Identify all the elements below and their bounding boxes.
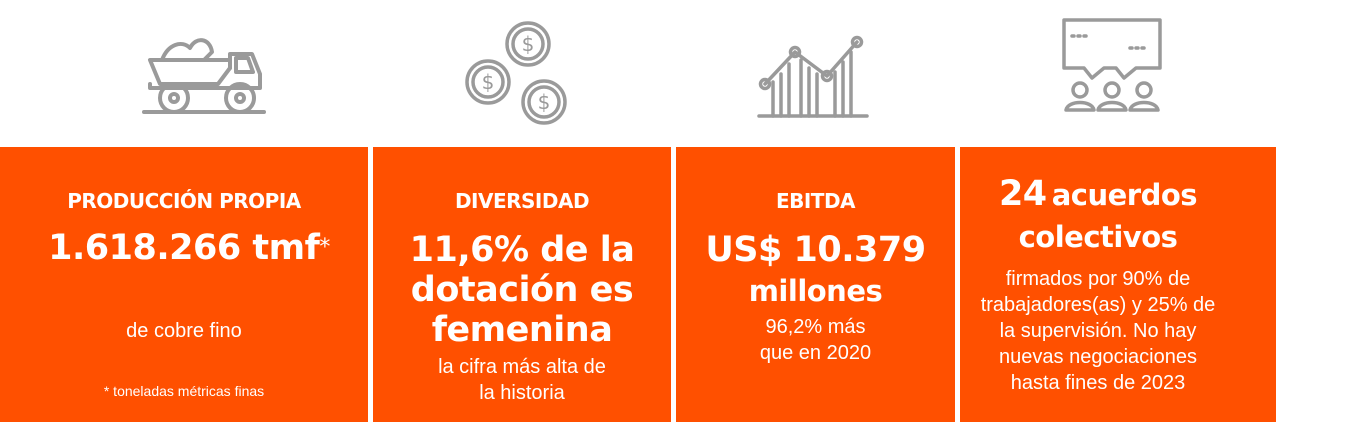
ebitda-value: US$ 10.379 (705, 230, 926, 270)
svg-text:$: $ (522, 32, 535, 56)
agreements-value-rest: acuerdos (1051, 178, 1198, 212)
diversity-description-line1: la cifra más alta de (438, 356, 606, 378)
stats-panels: PRODUCCIÓN PROPIA 1.618.266 tmf* de cobr… (0, 147, 1350, 422)
diversity-description-line2: la historia (479, 382, 565, 404)
production-asterisk: * (319, 235, 330, 260)
icon-row: $ $ $ (0, 0, 1350, 147)
production-description: de cobre fino (126, 320, 242, 342)
agreements-description-line1: firmados por 90% de (1005, 268, 1191, 290)
svg-text:$: $ (538, 90, 551, 114)
agreements-description-line4: nuevas negociaciones (999, 346, 1197, 368)
agreements-value-line2: colectivos (1018, 220, 1178, 254)
diversity-value-line2: dotación es (410, 270, 634, 310)
production-value-number: 1.618.266 tmf (48, 228, 320, 268)
ebitda-panel: EBITDA US$ 10.379 millones 96,2% más que… (676, 147, 955, 422)
ebitda-unit: millones (748, 274, 883, 308)
agreements-value-line1: 24 acuerdos (920, 175, 1276, 213)
diversity-value-line1: 11,6% de la (409, 230, 635, 270)
diversity-value-line3: femenina (431, 310, 613, 350)
diversity-panel: DIVERSIDAD 11,6% de la dotación es femen… (373, 147, 671, 422)
agreements-description-line3: la supervisión. No hay (999, 320, 1197, 342)
production-footnote: * toneladas métricas finas (103, 383, 265, 399)
agreements-description-line2: trabajadores(as) y 25% de (980, 294, 1216, 316)
agreements-description-line5: hasta fines de 2023 (1010, 372, 1186, 394)
svg-text:$: $ (482, 70, 495, 94)
agreements-panel: 24 acuerdos colectivos firmados por 90% … (960, 147, 1276, 422)
coins-icon: $ $ $ (465, 21, 567, 125)
growth-chart-icon (757, 35, 869, 118)
mining-truck-icon (142, 38, 266, 114)
production-value: 1.618.266 tmf* (10, 229, 368, 267)
diversity-heading: DIVERSIDAD (454, 189, 590, 213)
agreements-value-number: 24 (998, 174, 1047, 214)
ebitda-heading: EBITDA (775, 189, 856, 213)
ebitda-description-line2: que en 2020 (759, 342, 872, 364)
ebitda-description-line1: 96,2% más (765, 316, 866, 338)
meeting-dialogue-icon (1062, 18, 1162, 112)
production-heading: PRODUCCIÓN PROPIA (67, 189, 301, 213)
production-panel: PRODUCCIÓN PROPIA 1.618.266 tmf* de cobr… (0, 147, 368, 422)
